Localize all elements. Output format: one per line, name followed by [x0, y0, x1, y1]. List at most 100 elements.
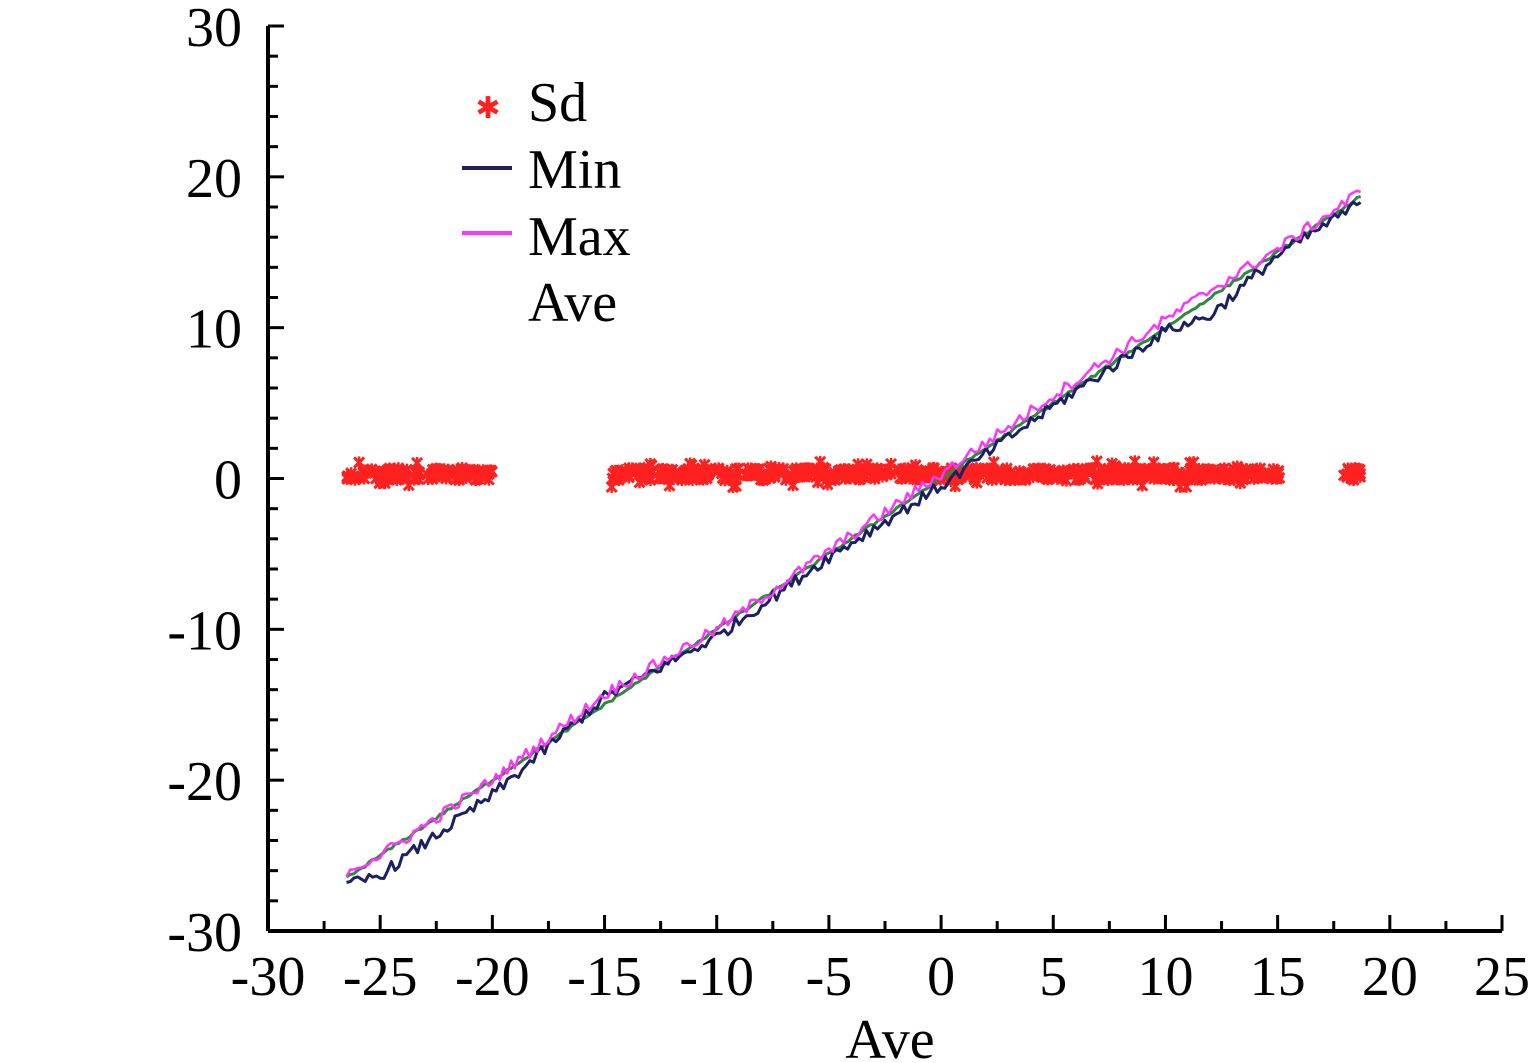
sd-point: [809, 471, 822, 484]
y-tick-label: 30: [186, 0, 242, 59]
sd-point: [644, 473, 657, 487]
sd-point: [1263, 467, 1276, 481]
sd-point: [1013, 473, 1026, 486]
x-tick-label: -25: [343, 946, 418, 1008]
sd-point: [691, 469, 704, 482]
legend-sd-marker: ✱: [475, 91, 500, 126]
y-tick-label: 0: [214, 450, 242, 512]
sd-point: [1184, 462, 1197, 475]
sd-point: [1109, 459, 1122, 472]
sd-point: [892, 463, 905, 476]
sd-point: [450, 463, 463, 476]
x-tick-label: -15: [567, 946, 642, 1008]
plot-area: [341, 189, 1367, 884]
sd-point: [1249, 471, 1262, 484]
x-tick-label: -30: [231, 946, 306, 1008]
legend-item-ave: Ave: [528, 272, 617, 334]
sd-point: [903, 469, 916, 482]
x-tick-label: -10: [679, 946, 754, 1008]
legend-max-label: Max: [528, 206, 631, 268]
sd-point: [1212, 469, 1225, 483]
sd-point: [768, 463, 781, 477]
sd-series: [341, 455, 1367, 494]
legend-item-max: Max: [462, 206, 631, 268]
sd-point: [1135, 466, 1148, 479]
x-tick-label: 25: [1474, 946, 1530, 1008]
sd-point: [477, 464, 490, 477]
y-tick-label: -10: [167, 600, 242, 662]
sd-point: [1228, 473, 1241, 486]
sd-point: [854, 465, 867, 478]
max-series-line: [345, 189, 1362, 878]
x-tick-label: 5: [1039, 946, 1067, 1008]
sd-point: [663, 467, 676, 480]
x-tick-label: -20: [455, 946, 530, 1008]
sd-point: [997, 467, 1010, 480]
sd-point: [633, 462, 646, 475]
x-tick-label: 0: [927, 946, 955, 1008]
legend: ✱ Sd Min Max Ave: [462, 72, 631, 334]
sd-point: [920, 465, 934, 479]
sd-point: [1128, 455, 1141, 468]
x-axis-ticks: -30 -25 -20 -15 -10 -5 0 5 10 15 20 25: [231, 915, 1530, 1008]
y-axis-ticks: 30 20 10 0 -10 -20 -30: [167, 0, 284, 964]
sd-point: [712, 462, 725, 475]
sd-point: [1271, 472, 1284, 485]
sd-point: [1199, 465, 1212, 479]
legend-item-sd: ✱ Sd: [475, 72, 587, 134]
x-tick-label: 20: [1362, 946, 1418, 1008]
sd-point: [372, 468, 385, 481]
legend-item-min: Min: [462, 139, 621, 201]
legend-ave-label: Ave: [528, 272, 617, 334]
x-tick-label: 15: [1250, 946, 1306, 1008]
sd-point: [410, 472, 423, 485]
sd-point: [881, 467, 894, 481]
sd-point: [781, 469, 795, 482]
sd-point: [1160, 472, 1173, 485]
sd-point: [742, 462, 755, 475]
sd-point: [684, 457, 697, 470]
sd-point: [471, 472, 484, 486]
legend-sd-label: Sd: [528, 72, 587, 134]
sd-point: [814, 455, 827, 468]
y-tick-label: -30: [167, 902, 242, 964]
sd-point: [1077, 464, 1090, 477]
sd-point: [1148, 462, 1161, 475]
x-tick-label: 10: [1137, 946, 1193, 1008]
x-axis-title: Ave: [845, 1009, 934, 1063]
sd-point: [1116, 472, 1129, 485]
sd-point: [729, 462, 742, 475]
sd-point: [726, 481, 740, 494]
sd-point: [836, 470, 849, 483]
sd-point: [434, 468, 448, 481]
sd-point: [1027, 462, 1040, 475]
sd-point: [981, 471, 994, 484]
sd-point: [752, 465, 765, 478]
x-tick-label: -5: [806, 946, 853, 1008]
sd-point: [871, 463, 884, 476]
sd-point: [656, 464, 669, 477]
y-tick-label: 20: [186, 148, 242, 210]
sd-point: [345, 467, 358, 480]
sd-point: [626, 465, 640, 478]
sd-point: [823, 472, 836, 485]
sd-point: [792, 470, 805, 483]
sd-point: [965, 467, 978, 480]
sd-point: [971, 464, 984, 477]
legend-min-label: Min: [528, 139, 621, 201]
min-series-line: [346, 200, 1362, 884]
sd-point: [411, 456, 424, 469]
sd-point: [400, 463, 413, 476]
sd-point: [610, 465, 623, 478]
sd-point: [1050, 469, 1063, 482]
sd-point: [1099, 469, 1112, 482]
sd-point: [1039, 471, 1052, 484]
sd-point: [1227, 462, 1240, 475]
y-tick-label: -20: [167, 751, 242, 813]
sd-point: [1350, 470, 1363, 483]
y-tick-label: 10: [186, 299, 242, 361]
sd-point: [386, 468, 399, 481]
sd-point: [909, 459, 922, 472]
sd-point: [1059, 466, 1072, 479]
